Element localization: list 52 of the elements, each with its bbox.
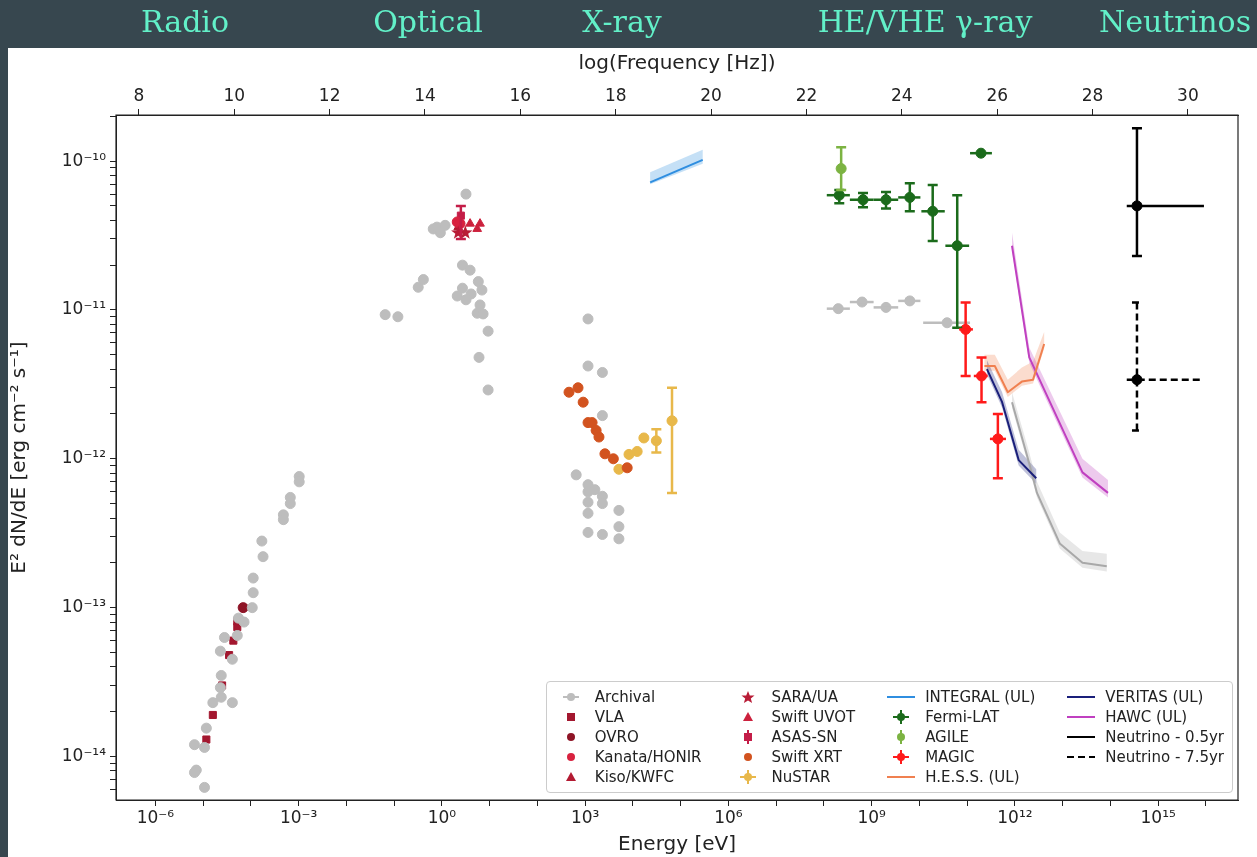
text: X-ray bbox=[582, 4, 662, 39]
legend-label: Swift UVOT bbox=[771, 708, 856, 726]
legend-label: INTEGRAL (UL) bbox=[925, 688, 1036, 706]
x-tick-label: 10¹⁵ bbox=[1140, 806, 1176, 827]
text: Optical bbox=[373, 4, 483, 39]
x-axis-title: Energy [eV] bbox=[618, 831, 736, 856]
x2-tick-label: 20 bbox=[700, 85, 722, 106]
x-tick-label: 10¹² bbox=[997, 806, 1033, 827]
legend-label: Neutrino - 7.5yr bbox=[1105, 748, 1224, 766]
x2-tick-label: 30 bbox=[1177, 85, 1199, 106]
legend-label: H.E.S.S. (UL) bbox=[925, 768, 1020, 786]
legend-label: ASAS-SN bbox=[771, 728, 838, 746]
text: HE/VHE γ-ray bbox=[817, 4, 1033, 39]
x-tick-label: 10⁻⁶ bbox=[136, 806, 175, 827]
legend-label: VERITAS (UL) bbox=[1105, 688, 1204, 706]
legend-label: NuSTAR bbox=[771, 768, 831, 786]
legend-label: VLA bbox=[594, 708, 625, 726]
x2-tick-label: 10 bbox=[223, 85, 246, 106]
legend-label: Kanata/HONIR bbox=[594, 748, 702, 766]
legend-label: SARA/UA bbox=[771, 688, 838, 706]
x-tick-label: 10⁻³ bbox=[279, 806, 318, 827]
x2-tick-label: 18 bbox=[604, 85, 627, 106]
y-tick-label: 10⁻¹⁰ bbox=[61, 149, 107, 170]
x-tick-label: 10⁹ bbox=[857, 806, 887, 827]
y-tick-label: 10⁻¹¹ bbox=[61, 298, 106, 319]
y-tick-label: 10⁻¹³ bbox=[61, 596, 106, 617]
legend-label: HAWC (UL) bbox=[1105, 708, 1188, 726]
legend-label: Neutrino - 0.5yr bbox=[1105, 728, 1224, 746]
x2-tick-label: 26 bbox=[986, 85, 1009, 106]
y-tick-label: 10⁻¹² bbox=[61, 447, 106, 468]
x-tick-label: 10⁶ bbox=[714, 806, 743, 827]
x2-tick-label: 22 bbox=[795, 85, 818, 106]
x2-tick-label: 16 bbox=[509, 85, 532, 106]
x2-tick-label: 24 bbox=[891, 85, 913, 106]
x-tick-label: 10⁰ bbox=[427, 806, 457, 827]
y-tick-label: 10⁻¹⁴ bbox=[61, 744, 107, 765]
legend-label: OVRO bbox=[594, 728, 639, 746]
x2-tick-label: 28 bbox=[1081, 85, 1104, 106]
text: Neutrinos bbox=[1098, 4, 1252, 39]
y-axis-title: E² dN/dE [erg cm⁻² s⁻¹] bbox=[6, 341, 31, 574]
legend-label: Archival bbox=[594, 688, 656, 706]
legend-label: Swift XRT bbox=[771, 748, 842, 766]
legend-label: Kiso/KWFC bbox=[594, 768, 675, 786]
text: Radio bbox=[140, 4, 230, 39]
legend-label: Fermi-LAT bbox=[925, 708, 1000, 726]
x2-tick-label: 8 bbox=[133, 85, 145, 106]
x2-tick-label: 12 bbox=[318, 85, 341, 106]
legend-label: AGILE bbox=[925, 728, 970, 746]
x2-tick-label: 14 bbox=[414, 85, 436, 106]
x-tick-label: 10³ bbox=[570, 806, 600, 827]
x2-axis-title: log(Frequency [Hz]) bbox=[578, 50, 776, 75]
legend-label: MAGIC bbox=[925, 748, 975, 766]
